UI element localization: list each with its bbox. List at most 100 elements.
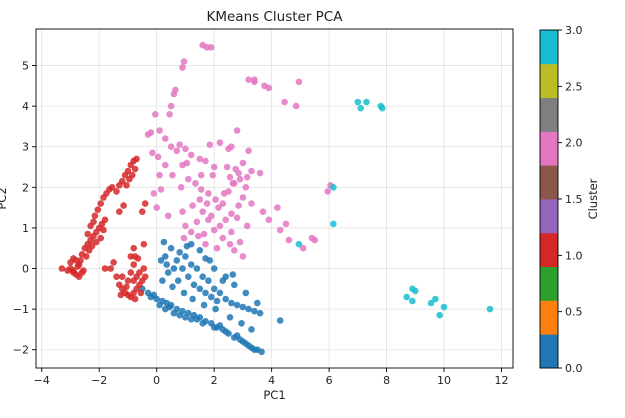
cluster-2-point: [197, 171, 205, 179]
cluster-1-point: [123, 283, 130, 291]
cluster-0-point: [226, 314, 234, 321]
cluster-0-point: [202, 289, 209, 297]
cluster-0-point: [182, 253, 189, 260]
cluster-0-point: [159, 277, 166, 285]
cluster-3-point: [330, 220, 337, 228]
cluster-2-point: [192, 180, 199, 187]
grid-lines: [36, 29, 513, 368]
cluster-2-point: [182, 145, 189, 153]
cluster-1-point: [133, 155, 140, 163]
colorbar-label: Cluster: [586, 178, 600, 219]
y-tick-label: 4: [22, 100, 29, 113]
cluster-0-point: [222, 328, 229, 335]
cluster-2-point: [236, 238, 244, 246]
colorbar-segment: [540, 131, 558, 166]
colorbar-segment: [540, 300, 558, 335]
colorbar-tick-label: 2.0: [565, 137, 583, 150]
cluster-2-point: [226, 240, 234, 248]
cluster-2-point: [157, 186, 165, 193]
cluster-2-point: [256, 169, 264, 177]
cluster-1-point: [116, 208, 123, 215]
cluster-1-point: [93, 238, 100, 246]
cluster-2-point: [167, 143, 175, 150]
cluster-2-point: [154, 153, 162, 161]
cluster-2-point: [152, 111, 159, 118]
cluster-2-point: [173, 147, 181, 155]
cluster-0-point: [216, 322, 224, 329]
cluster-1-point: [108, 184, 116, 191]
x-tick-label: 10: [437, 374, 451, 387]
cluster-2-point: [239, 253, 247, 260]
cluster-2-point: [180, 234, 188, 242]
cluster-2-point: [243, 173, 251, 181]
cluster-3-point: [432, 295, 439, 303]
cluster-2-point: [147, 129, 155, 136]
data-points: [58, 41, 494, 356]
cluster-2-point: [229, 180, 237, 187]
cluster-3-point: [403, 293, 411, 301]
cluster-0-point: [200, 301, 208, 309]
cluster-1-point: [90, 218, 97, 226]
cluster-1-point: [84, 230, 91, 238]
cluster-1-point: [97, 200, 104, 207]
cluster-2-point: [245, 147, 252, 155]
cluster-0-point: [163, 261, 170, 268]
cluster-0-point: [251, 307, 258, 315]
cluster-2-point: [265, 216, 273, 224]
x-tick-label: 12: [495, 374, 509, 387]
cluster-2-point: [235, 202, 242, 209]
cluster-0-point: [176, 249, 183, 256]
cluster-2-point: [219, 234, 227, 242]
cluster-2-point: [203, 200, 211, 207]
cluster-0-point: [160, 238, 168, 246]
cluster-0-point: [187, 261, 195, 268]
y-tick-label: 5: [22, 60, 29, 73]
colorbar-tick-label: 0.0: [565, 362, 583, 375]
cluster-2-point: [209, 171, 216, 179]
cluster-3-point: [412, 287, 419, 295]
cluster-2-point: [285, 236, 293, 244]
cluster-0-point: [193, 265, 201, 272]
cluster-0-point: [245, 305, 252, 313]
colorbar-tick-label: 2.5: [565, 80, 583, 93]
cluster-2-point: [324, 188, 332, 195]
cluster-2-point: [196, 196, 204, 203]
cluster-2-point: [153, 204, 160, 211]
cluster-0-point: [183, 242, 191, 250]
cluster-0-point: [208, 293, 215, 301]
cluster-2-point: [220, 190, 228, 197]
cluster-2-point: [295, 78, 303, 86]
cluster-2-point: [183, 159, 191, 167]
cluster-2-point: [202, 240, 209, 248]
cluster-2-point: [235, 169, 242, 177]
cluster-2-point: [205, 190, 212, 197]
cluster-1-point: [100, 226, 107, 234]
cluster-2-point: [242, 184, 250, 191]
cluster-1-point: [124, 167, 132, 175]
cluster-2-point: [187, 228, 195, 236]
cluster-1-point: [120, 202, 127, 209]
cluster-0-point: [180, 289, 188, 297]
cluster-2-point: [185, 175, 192, 183]
cluster-1-point: [97, 234, 104, 242]
cluster-1-point: [130, 244, 137, 252]
cluster-1-point: [113, 188, 120, 195]
colorbar-tick-label: 1.5: [565, 193, 583, 206]
cluster-3-point: [427, 299, 435, 307]
cluster-2-point: [164, 212, 172, 220]
cluster-3-point: [379, 104, 386, 112]
cluster-2-point: [245, 76, 252, 83]
cluster-3-point: [357, 104, 365, 112]
cluster-0-point: [251, 346, 258, 354]
plot-frame: [35, 28, 514, 369]
colorbar-segment: [540, 334, 558, 369]
cluster-1-point: [113, 273, 120, 281]
cluster-0-point: [193, 316, 201, 323]
y-tick-label: 3: [22, 141, 29, 154]
cluster-0-point: [179, 265, 186, 272]
y-tick-label: −2: [13, 344, 29, 357]
cluster-2-point: [228, 143, 235, 150]
cluster-1-point: [107, 265, 114, 272]
colorbar-segment: [540, 266, 558, 301]
cluster-2-point: [177, 184, 185, 191]
